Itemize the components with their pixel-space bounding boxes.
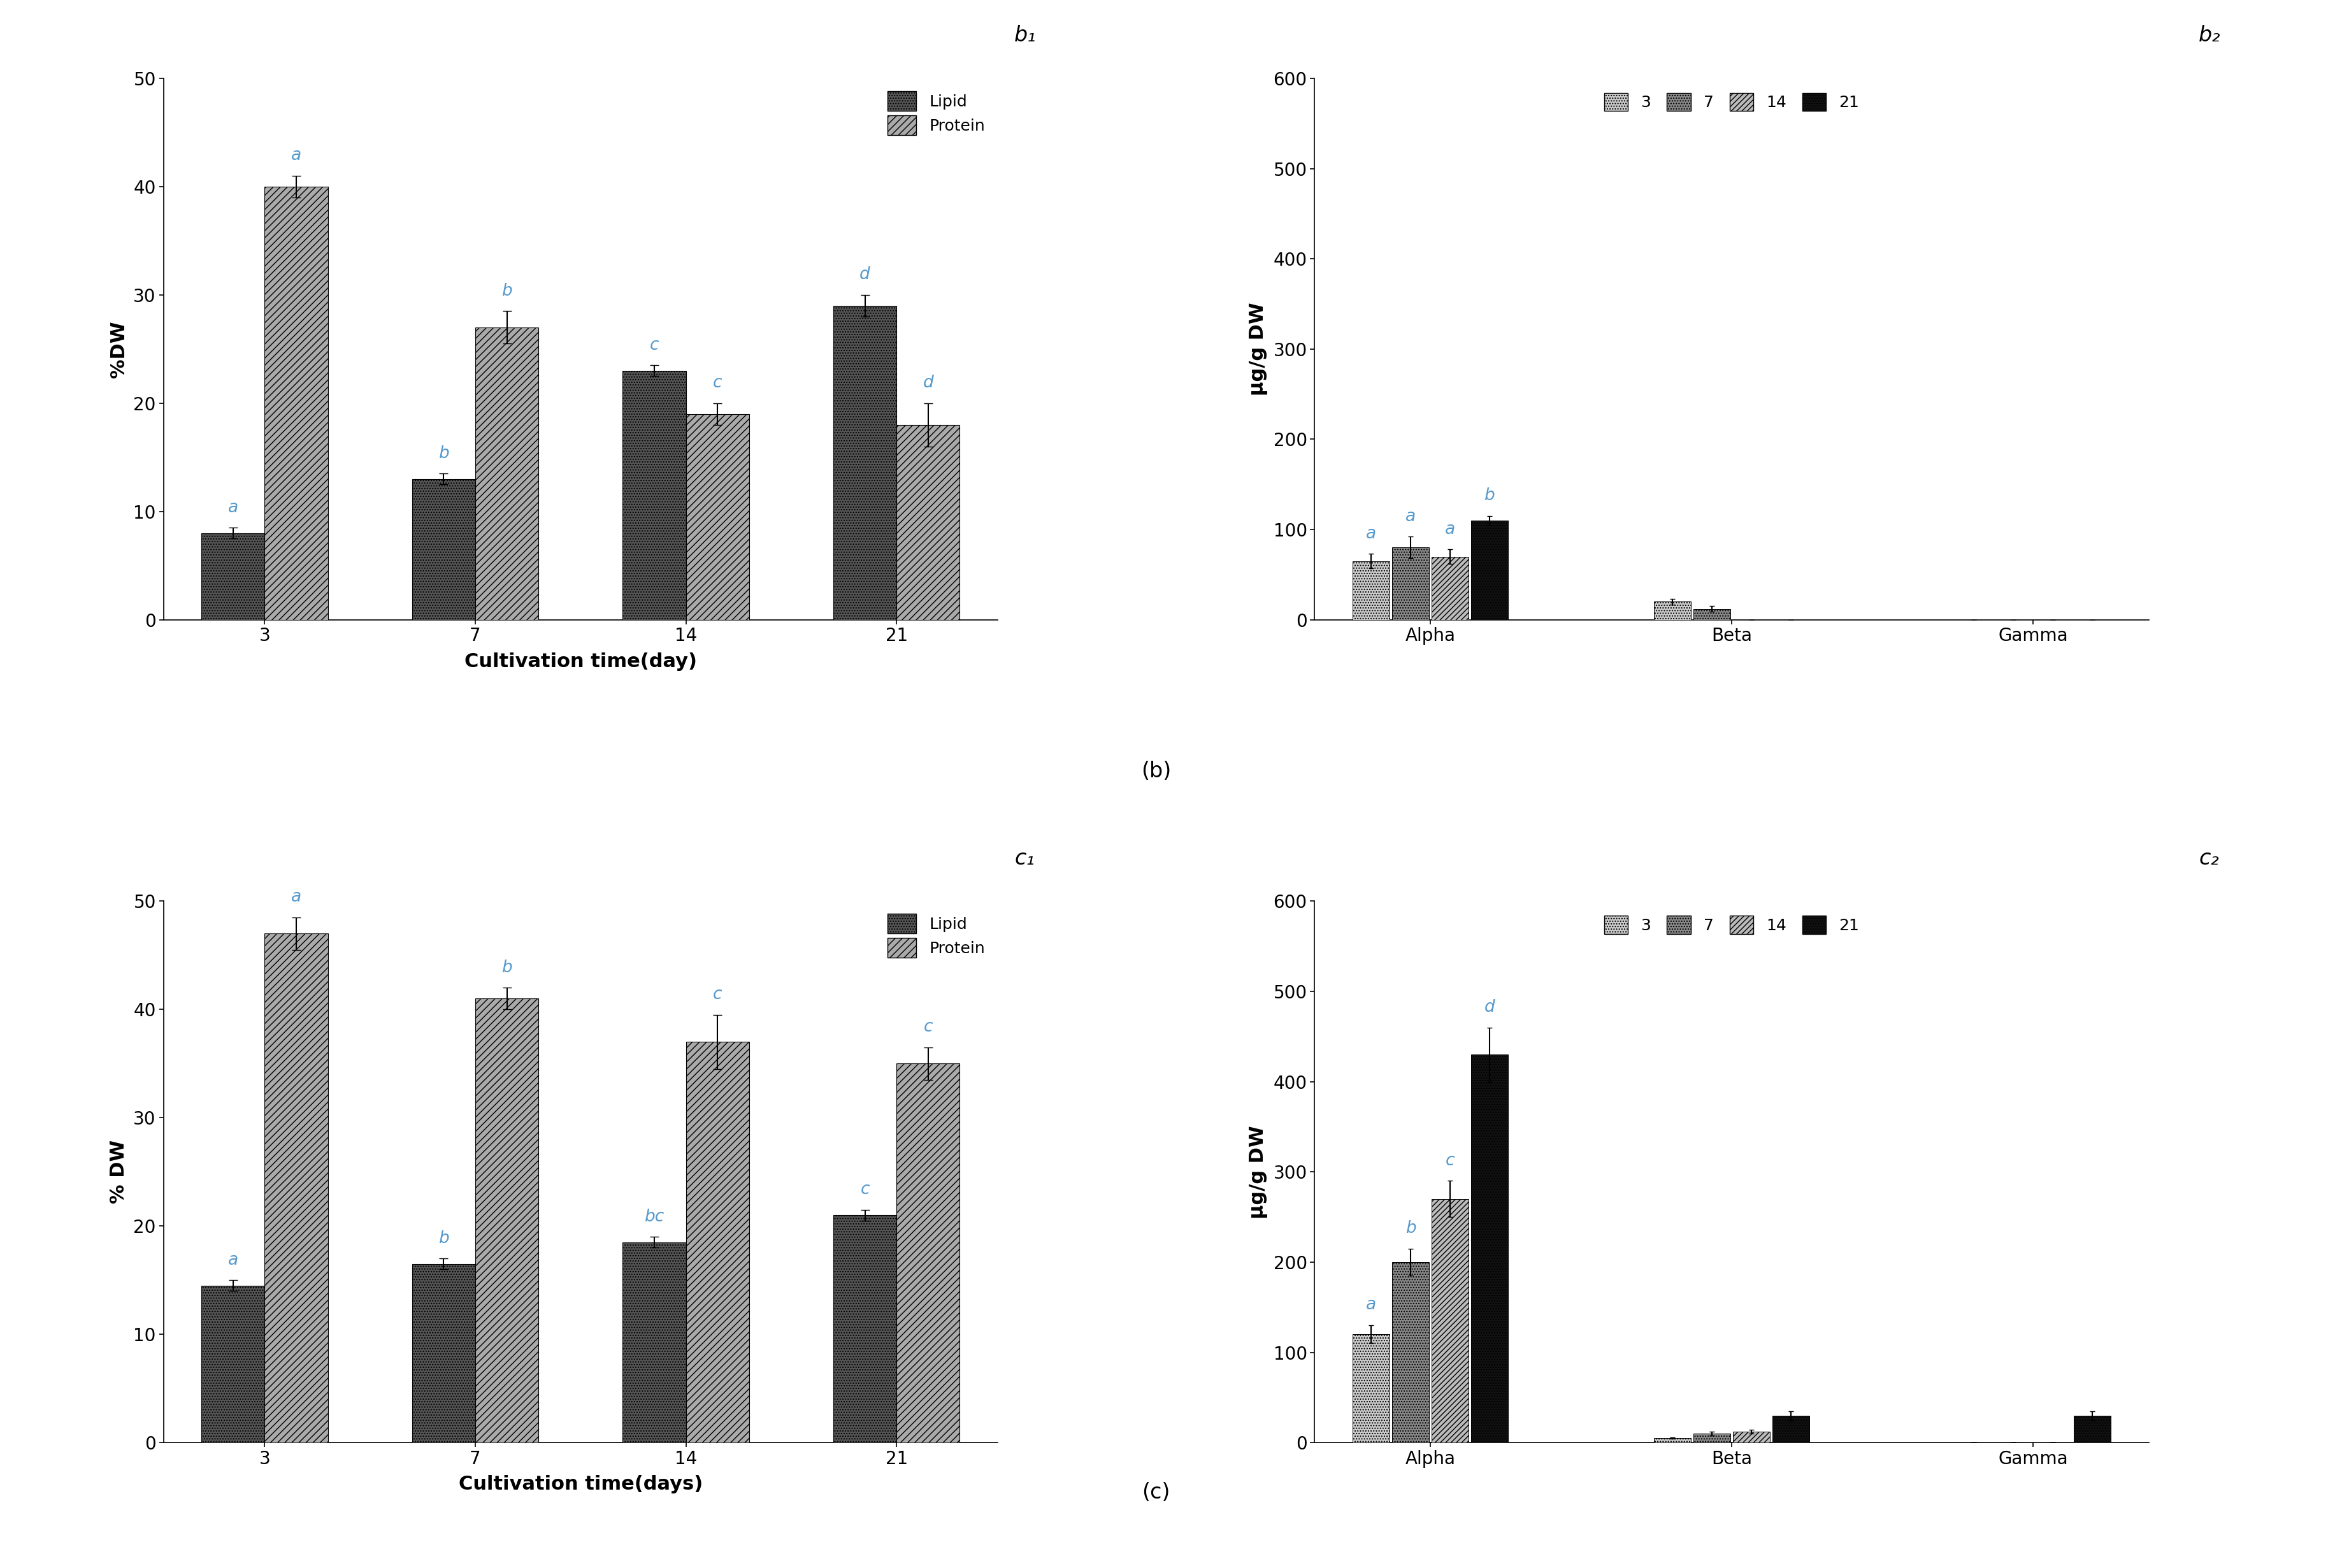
Bar (411, 1264, 474, 1443)
Bar (1693, 1433, 1730, 1443)
Bar (1653, 602, 1691, 619)
Text: b₂: b₂ (2197, 25, 2221, 45)
Text: a: a (1366, 525, 1375, 543)
Text: c: c (712, 375, 722, 392)
Bar (411, 478, 474, 619)
Y-axis label: %DW: %DW (110, 320, 128, 378)
Text: b: b (439, 445, 448, 461)
Bar (1392, 1262, 1429, 1443)
Text: b: b (1406, 1220, 1415, 1237)
Bar (897, 425, 960, 619)
Bar (264, 187, 327, 619)
Bar (1733, 1432, 1770, 1443)
Text: c₁: c₁ (1013, 848, 1034, 869)
Bar (1653, 1438, 1691, 1443)
Text: d: d (859, 267, 871, 284)
Text: c: c (859, 1181, 869, 1198)
Text: (c): (c) (1142, 1482, 1170, 1502)
Text: b: b (439, 1229, 448, 1247)
Text: a: a (1366, 1297, 1375, 1314)
Y-axis label: % DW: % DW (110, 1140, 128, 1204)
Bar (623, 370, 686, 619)
Text: d: d (922, 375, 934, 392)
Bar (201, 1286, 264, 1443)
Text: c₂: c₂ (2197, 848, 2218, 869)
Text: b₁: b₁ (1013, 25, 1037, 45)
Text: b: b (502, 960, 511, 975)
Bar (1471, 1055, 1508, 1443)
Bar (264, 933, 327, 1443)
Bar (686, 1043, 750, 1443)
Legend: 3, 7, 14, 21: 3, 7, 14, 21 (1597, 86, 1866, 118)
Text: bc: bc (644, 1209, 663, 1225)
Text: c: c (1445, 1152, 1455, 1170)
Text: (b): (b) (1142, 760, 1170, 781)
Text: b: b (502, 282, 511, 299)
Text: a: a (229, 1251, 238, 1269)
Bar (201, 533, 264, 619)
Legend: 3, 7, 14, 21: 3, 7, 14, 21 (1597, 909, 1866, 941)
Text: c: c (649, 337, 658, 353)
Legend: Lipid, Protein: Lipid, Protein (883, 86, 990, 140)
Bar (1352, 1334, 1389, 1443)
Bar (1471, 521, 1508, 619)
Legend: Lipid, Protein: Lipid, Protein (883, 909, 990, 963)
Bar (1772, 1416, 1810, 1443)
Text: a: a (292, 889, 301, 906)
Bar (1693, 608, 1730, 619)
Bar (1392, 547, 1429, 619)
Bar (834, 306, 897, 619)
Bar (1352, 561, 1389, 619)
Bar (897, 1063, 960, 1443)
Y-axis label: μg/g DW: μg/g DW (1249, 1126, 1268, 1218)
Text: b: b (1483, 488, 1494, 503)
Text: a: a (1406, 508, 1415, 525)
X-axis label: Cultivation time(day): Cultivation time(day) (465, 652, 696, 671)
Text: d: d (1483, 999, 1494, 1016)
Bar (623, 1242, 686, 1443)
Text: c: c (922, 1019, 932, 1035)
Bar (474, 999, 539, 1443)
Text: a: a (292, 147, 301, 165)
Bar (1431, 1200, 1469, 1443)
Text: a: a (1445, 521, 1455, 538)
Bar (686, 414, 750, 619)
Bar (2073, 1416, 2111, 1443)
Text: a: a (229, 499, 238, 516)
X-axis label: Cultivation time(days): Cultivation time(days) (458, 1475, 703, 1493)
Bar (834, 1215, 897, 1443)
Text: c: c (712, 986, 722, 1004)
Bar (1431, 557, 1469, 619)
Bar (474, 328, 539, 619)
Y-axis label: μg/g DW: μg/g DW (1249, 303, 1268, 395)
